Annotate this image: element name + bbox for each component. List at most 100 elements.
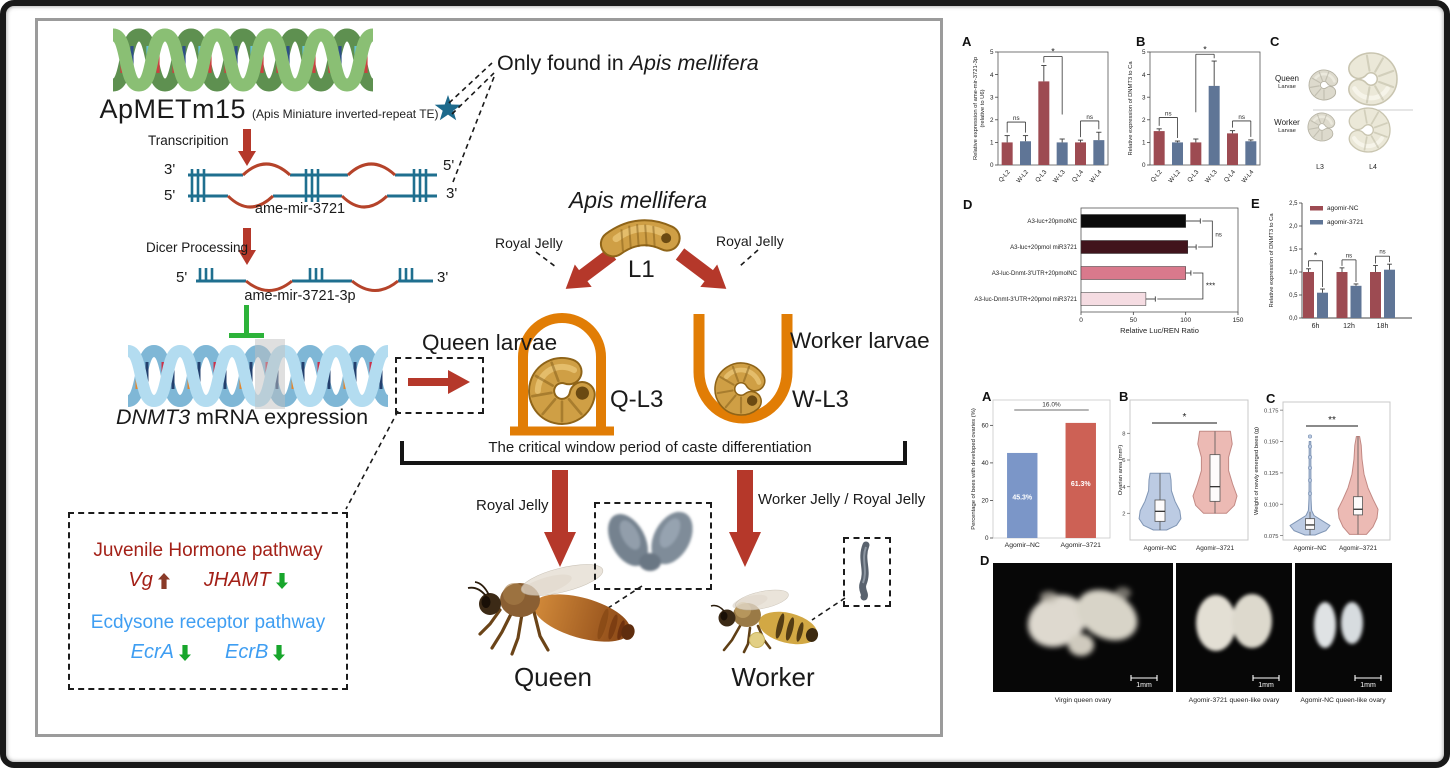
svg-text:Agomir–NC: Agomir–NC (1005, 542, 1040, 549)
chart-agomir-timecourse: 0,0 0,5 1,0 1,5 2,0 2,5 agomir-NC agomir-3721 6h… (1246, 193, 1450, 371)
ecra-gene: EcrA (130, 641, 174, 663)
svg-text:1: 1 (990, 140, 994, 147)
panel-c-col-l3: L3 (1316, 164, 1324, 171)
panel-label-top-d: D (963, 197, 973, 212)
panel-c-col-l4: L4 (1369, 164, 1377, 171)
panel-label-top-b: B (1136, 34, 1146, 49)
svg-text:18h: 18h (1377, 323, 1389, 330)
mirna-binding-site-highlight (255, 339, 285, 409)
svg-text:Agomir–NC: Agomir–NC (1293, 545, 1326, 552)
svg-text:Agomir–NC: Agomir–NC (1143, 545, 1176, 552)
svg-text:Agomir–3721: Agomir–3721 (1196, 545, 1234, 552)
svg-text:5: 5 (990, 49, 994, 56)
svg-text:agomir-3721: agomir-3721 (1327, 219, 1364, 226)
worker-caption: Worker (731, 662, 815, 692)
worker-ovary-photo (859, 541, 870, 601)
svg-text:20: 20 (981, 498, 989, 505)
svg-text:A3-luc+20pmolNC: A3-luc+20pmolNC (1027, 218, 1077, 225)
royal-jelly-arrow-right (675, 248, 727, 289)
chart-ovarian-area-violin: 2 4 6 8 Agomir–NC Agomir–3721 * Ovarian area (m… (1116, 383, 1253, 565)
panel-label-bottom-c: C (1266, 391, 1276, 406)
panel-label-bottom-a: A (982, 389, 992, 404)
queen-caption: Queen (513, 662, 593, 692)
chart-developed-ovaries-pct: 0 20 40 60 45.3% 61.3% Agomir–NC Agomir–3721 16.… (953, 383, 1121, 565)
svg-text:Relative expression of ame-mi: Relative expression of ame-mir-3721-3p (973, 57, 979, 160)
svg-text:0.125: 0.125 (1264, 471, 1279, 477)
dnmt3-gene: DNMT3 (116, 405, 191, 429)
svg-text:Q-L4: Q-L4 (1223, 168, 1238, 183)
pathway-dashed-box: Juvenile Hormone pathway Vg JHAMT Ecdyso… (68, 512, 348, 690)
mature-mirna-graphic (196, 268, 433, 292)
svg-text:Relative expression of DNMT3 t: Relative expression of DNMT3 to Ca (1269, 213, 1275, 308)
svg-text:45.3%: 45.3% (1012, 495, 1033, 502)
scale-bar-label: 1mm (1360, 682, 1376, 689)
svg-text:0.075: 0.075 (1264, 534, 1279, 540)
svg-text:Ovarian area (mm²): Ovarian area (mm²) (1118, 445, 1124, 496)
svg-text:100: 100 (1180, 317, 1191, 324)
svg-text:Q-L2: Q-L2 (1149, 168, 1164, 183)
star-icon (434, 95, 462, 121)
svg-text:W-L3: W-L3 (1204, 168, 1219, 184)
panel-label-bottom-b: B (1119, 389, 1129, 404)
species-title: Apis mellifera (568, 187, 708, 213)
queen-path-arrow (544, 470, 576, 567)
svg-text:150: 150 (1233, 317, 1244, 324)
photo-caption-virgin: Virgin queen ovary (1054, 697, 1112, 704)
larva-graphic (1348, 52, 1398, 106)
svg-text:ns: ns (1379, 250, 1385, 256)
svg-text:1,0: 1,0 (1289, 270, 1298, 276)
svg-text:Q-L3: Q-L3 (1034, 168, 1049, 183)
svg-text:W-L4: W-L4 (1089, 168, 1104, 184)
q-l3-label: Q-L3 (610, 386, 664, 413)
chart-dnmt3-expression: 0 1 2 3 4 5 Q-L2 W-L2 Q-L3 W-L3 Q-L4 W-L4 ns * ns Relat… (1118, 26, 1268, 191)
only-found-prefix: Only found in (497, 51, 630, 75)
svg-text:16.0%: 16.0% (1042, 402, 1061, 409)
svg-text:0: 0 (990, 162, 994, 169)
chart-bee-weight-violin: 0.075 0.100 0.125 0.150 0.175 Agomir–NC Agomir… (1251, 383, 1403, 565)
larva-graphic (1348, 107, 1391, 153)
svg-text:ns: ns (1238, 114, 1245, 121)
ecrb-gene-item: EcrB (225, 641, 286, 664)
panel-c-queen-row-title: Queen (1274, 74, 1300, 83)
jh-pathway-title: Juvenile Hormone pathway (93, 540, 323, 561)
chart-svg: 0 1 2 3 4 5 Q-L2 W-L2 Q-L3 W-L3 Q-L4 W-L4 ns * ns Relat… (973, 47, 1109, 185)
hairpin-prime-tr: 5' (443, 157, 455, 174)
svg-text:0.175: 0.175 (1264, 408, 1279, 414)
scale-bar-label: 1mm (1136, 682, 1152, 689)
down-arrow-icon (273, 644, 286, 661)
panel-label-top-a: A (962, 34, 972, 49)
svg-text:***: *** (1206, 282, 1215, 291)
te-description: (Apis Miniature inverted-repeat TE) (252, 107, 439, 121)
svg-text:2: 2 (1122, 512, 1125, 518)
worker-path-arrow (729, 470, 761, 567)
svg-text:ns: ns (1086, 114, 1093, 121)
pre-mirna-label: ame-mir-3721 (254, 201, 346, 217)
svg-text:Weight of newly emerged bees (: Weight of newly emerged bees (g) (1254, 427, 1260, 515)
svg-text:0: 0 (1142, 162, 1146, 169)
svg-text:ns: ns (1013, 115, 1020, 122)
svg-text:A3-luc-Dnmt-3'UTR+20pmol miR37: A3-luc-Dnmt-3'UTR+20pmol miR3721 (974, 296, 1077, 303)
svg-text:ns: ns (1215, 232, 1222, 239)
svg-text:W-L2: W-L2 (1167, 168, 1182, 184)
dicer-label: Dicer Processing (146, 240, 249, 255)
ecdysone-pathway-title: Ecdysone receptor pathway (90, 612, 326, 633)
mirna-target-dashed-box (395, 357, 484, 414)
svg-text:agomir-NC: agomir-NC (1327, 205, 1359, 212)
inhibition-icon (229, 305, 264, 338)
vg-gene: Vg (128, 569, 153, 591)
hairpin-prime-br: 3' (446, 185, 458, 202)
svg-text:*: * (1314, 250, 1318, 260)
ecdysone-pathway-genes: EcrA EcrB (70, 641, 346, 664)
larvae-graphics (528, 357, 766, 425)
transcription-label: Transcripition (148, 133, 229, 148)
chart-svg: 0.075 0.100 0.125 0.150 0.175 Agomir–NC Agomir… (1254, 401, 1391, 552)
svg-text:61.3%: 61.3% (1071, 481, 1092, 488)
svg-text:0.150: 0.150 (1264, 440, 1279, 446)
svg-text:Percentage of bees with develo: Percentage of bees with developed ovarie… (971, 408, 977, 530)
chart-svg: 0 50 100 150 A3-luc+20pmolNC A3-luc+20pmol mi… (974, 207, 1244, 335)
svg-text:*: * (1203, 44, 1207, 54)
svg-text:Relative Luc/REN Ratio: Relative Luc/REN Ratio (1120, 326, 1199, 335)
larva-graphic (1308, 69, 1339, 101)
svg-text:(relative to U6): (relative to U6) (980, 89, 986, 127)
